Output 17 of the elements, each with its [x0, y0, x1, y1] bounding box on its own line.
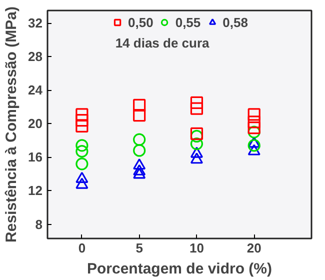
- y-tick-label: 24: [28, 82, 44, 98]
- y-tick-label: 32: [28, 16, 43, 31]
- y-tick-label: 8: [35, 216, 43, 232]
- x-axis-title: Porcentagem de vidro (%): [86, 260, 272, 278]
- x-tick-label: 20: [246, 240, 262, 256]
- annotation: 14 dias de cura: [115, 36, 210, 50]
- y-tick-label: 12: [28, 183, 43, 198]
- x-tick-label: 10: [189, 240, 204, 256]
- x-tick-label: 0: [78, 240, 86, 256]
- x-tick-label: 5: [136, 240, 143, 256]
- legend-label: 0,50: [128, 14, 154, 30]
- legend-label: 0,58: [222, 14, 248, 30]
- legend-label: 0,55: [175, 14, 201, 30]
- y-tick-label: 28: [28, 49, 43, 64]
- y-tick-label: 20: [28, 116, 43, 132]
- y-tick-label: 16: [28, 150, 43, 165]
- y-axis-title: Resistência à Compressão (MPa): [3, 6, 20, 242]
